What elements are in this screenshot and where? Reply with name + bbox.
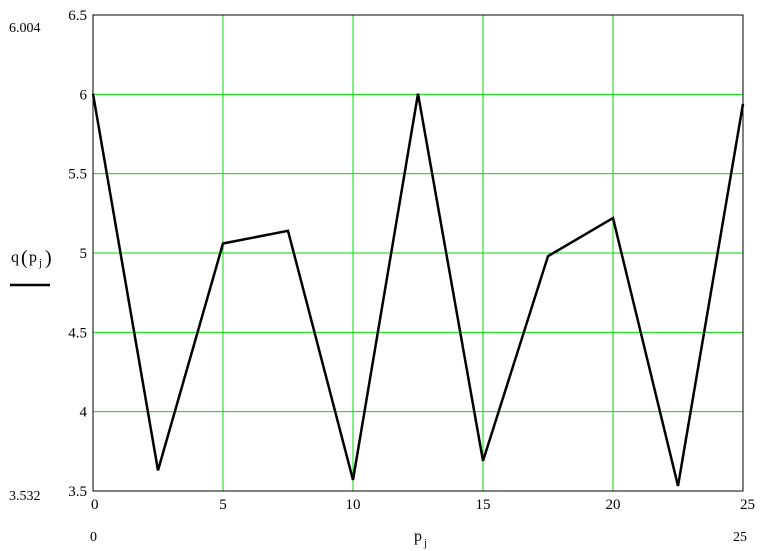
y-axis-label-subscript: j bbox=[38, 257, 42, 269]
plot-frame bbox=[92, 14, 744, 492]
series-line bbox=[91, 93, 745, 487]
x-axis-label: p j bbox=[414, 528, 427, 549]
y-tick-label: 5 bbox=[80, 246, 88, 262]
y-axis-label: q ( p j ) bbox=[10, 247, 52, 287]
y-min-range-label: 3.532 bbox=[9, 489, 41, 504]
grid bbox=[92, 14, 744, 492]
x-tick-label: 10 bbox=[346, 497, 361, 513]
x-tick-label: 0 bbox=[91, 497, 99, 513]
x-max-range-label: 25 bbox=[733, 530, 747, 545]
y-axis-label-open-paren: ( bbox=[21, 247, 28, 269]
y-axis-label-func: q bbox=[11, 249, 19, 266]
x-tick-label: 20 bbox=[606, 497, 621, 513]
y-tick-label: 4 bbox=[80, 405, 88, 421]
x-tick-label: 15 bbox=[476, 497, 491, 513]
y-tick-label: 4.5 bbox=[68, 325, 87, 341]
x-tick-label: 25 bbox=[740, 497, 755, 513]
y-tick-label: 6 bbox=[80, 87, 88, 103]
data-layer bbox=[91, 93, 745, 487]
x-axis-label-main: p bbox=[414, 528, 422, 545]
y-max-range-label: 6.004 bbox=[9, 21, 41, 36]
y-tick-label: 5.5 bbox=[68, 167, 87, 183]
y-axis-label-close-paren: ) bbox=[45, 247, 52, 269]
x-tick-label: 5 bbox=[219, 497, 227, 513]
y-axis-label-arg: p bbox=[29, 249, 37, 266]
x-min-range-label: 0 bbox=[90, 530, 97, 545]
x-axis-label-subscript: j bbox=[423, 537, 427, 549]
tick-labels: 0 5 10 15 20 25 3.5 4 4.5 5 5.5 6 6.5 bbox=[68, 8, 755, 513]
y-tick-label: 3.5 bbox=[68, 484, 87, 500]
y-tick-label: 6.5 bbox=[68, 8, 87, 24]
